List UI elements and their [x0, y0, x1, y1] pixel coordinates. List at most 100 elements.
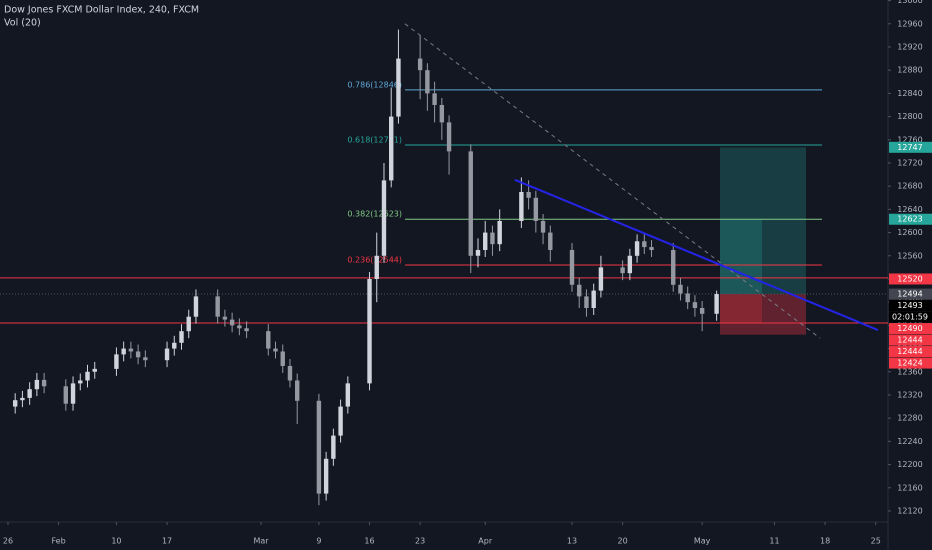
- loss-zone: [720, 294, 806, 335]
- y-tick-label: 12800: [897, 112, 922, 121]
- countdown: 02:01:59: [892, 313, 928, 322]
- x-tick-label: Mar: [254, 537, 270, 546]
- candle-body: [164, 348, 170, 361]
- x-tick-label: 26: [3, 537, 13, 546]
- x-tick-label: 9: [316, 537, 321, 546]
- price-tag-label: 12493: [897, 301, 922, 310]
- candle-body: [338, 406, 343, 436]
- price-tag: [889, 323, 932, 335]
- candle-body: [367, 278, 372, 384]
- candle-body: [425, 70, 430, 94]
- candle-body: [591, 290, 596, 308]
- candle-body: [135, 351, 141, 358]
- candle-body: [287, 365, 293, 381]
- x-tick-label: 25: [871, 537, 881, 546]
- x-tick-label: Feb: [51, 537, 65, 546]
- price-tag: [889, 141, 932, 153]
- price-tag-label: 12444: [897, 347, 922, 356]
- candle-body: [678, 284, 683, 294]
- candle-body: [41, 379, 47, 387]
- x-tick-label: 18: [820, 537, 830, 546]
- candle-body: [584, 296, 589, 308]
- price-tag-label: 12490: [897, 324, 922, 333]
- candle-body: [143, 357, 148, 361]
- candle-body: [396, 58, 401, 117]
- candle-body: [331, 435, 336, 459]
- candle-body: [179, 331, 184, 343]
- candle-body: [273, 348, 278, 352]
- x-tick-label: 10: [111, 537, 121, 546]
- candle-body: [389, 116, 394, 181]
- candle-body: [34, 379, 40, 390]
- price-tag-label: 12494: [897, 290, 922, 299]
- y-tick-label: 12320: [897, 390, 922, 399]
- price-tag-label: 12424: [897, 359, 922, 368]
- y-tick-label: 13000: [897, 0, 922, 5]
- y-tick-label: 12160: [897, 483, 922, 492]
- x-tick-label: 13: [567, 537, 577, 546]
- price-tag: [889, 213, 932, 225]
- x-tick-label: 11: [769, 537, 779, 546]
- candle-body: [20, 397, 25, 401]
- candle-body: [699, 307, 705, 314]
- y-tick-label: 12960: [897, 19, 922, 28]
- price-tag: [889, 334, 932, 346]
- candle-body: [569, 249, 575, 285]
- candle-body: [78, 380, 83, 384]
- price-tag: [889, 346, 932, 358]
- candle-body: [381, 180, 387, 256]
- chart-subtitle: Vol (20): [4, 18, 41, 29]
- trend-line: [514, 178, 879, 331]
- price-tag-label: 12520: [897, 274, 922, 283]
- countdown-bg: [889, 311, 932, 323]
- candle-body: [483, 232, 488, 250]
- x-tick-label: 23: [415, 537, 425, 546]
- candle-body: [685, 293, 690, 303]
- candle-body: [432, 93, 437, 105]
- chart-title: Dow Jones FXCM Dollar Index, 240, FXCM: [4, 5, 199, 16]
- candle-body: [186, 316, 191, 332]
- y-tick-label: 12280: [897, 414, 922, 423]
- price-tag-label: 12623: [897, 215, 922, 224]
- candle-body: [280, 351, 285, 366]
- candle-body: [121, 348, 126, 355]
- candle-body: [519, 191, 524, 221]
- candle-body: [295, 380, 300, 401]
- y-tick-label: 12200: [897, 460, 922, 469]
- price-tag-label: 12444: [897, 336, 922, 345]
- y-tick-label: 12680: [897, 182, 922, 191]
- x-tick-label: 17: [162, 537, 172, 546]
- candle-body: [222, 316, 228, 320]
- y-tick-label: 12640: [897, 205, 922, 214]
- price-tag: [889, 288, 932, 300]
- candle-body: [634, 241, 640, 256]
- candle-body: [244, 328, 249, 332]
- candle-body: [475, 249, 481, 256]
- price-tag: [889, 300, 932, 312]
- plot-area: 0.786(12846)0.618(12751)0.382(12623)0.23…: [0, 23, 888, 506]
- candle-body: [229, 319, 235, 326]
- candle-body: [439, 104, 445, 123]
- x-tick-label: 16: [364, 537, 374, 546]
- candle-body: [490, 232, 495, 245]
- axes: 1212012160122001224012280123201236012400…: [3, 0, 932, 546]
- y-tick-label: 12560: [897, 251, 922, 260]
- loss-zone-filled: [720, 294, 762, 323]
- candle-body: [237, 325, 242, 329]
- y-tick-label: 12840: [897, 89, 922, 98]
- price-tag: [889, 273, 932, 285]
- candle-body: [85, 371, 90, 381]
- x-tick-label: May: [694, 537, 711, 546]
- candle-body: [323, 458, 329, 494]
- y-tick-label: 12240: [897, 437, 922, 446]
- candle-body: [540, 220, 546, 233]
- candle-body: [12, 400, 18, 407]
- candle-body: [468, 151, 473, 256]
- candle-body: [642, 241, 647, 248]
- candle-body: [649, 247, 654, 250]
- candle-body: [63, 386, 69, 404]
- candle-body: [692, 302, 698, 308]
- candle-body: [627, 255, 633, 274]
